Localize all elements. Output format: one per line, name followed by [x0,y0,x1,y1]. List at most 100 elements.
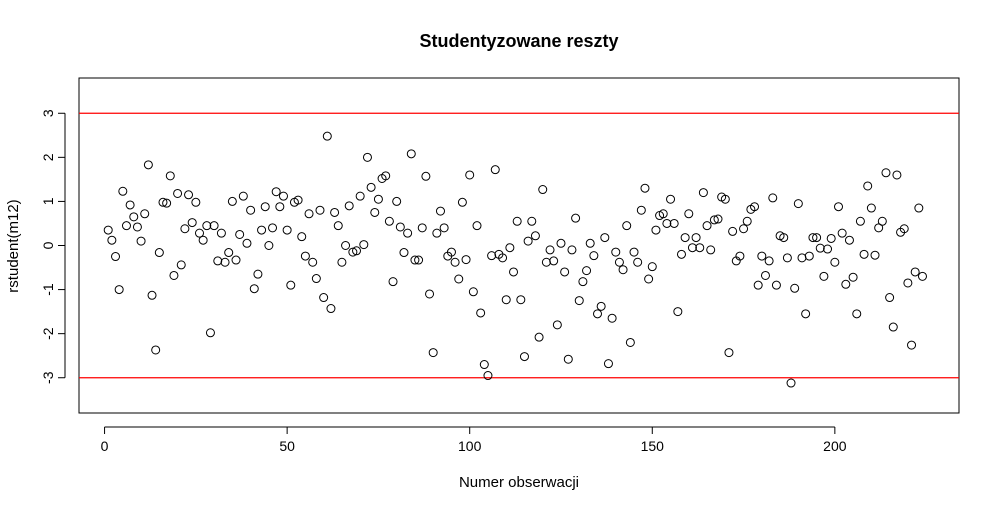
data-point [771,280,781,290]
data-point [600,233,610,243]
y-tick-label: 0 [40,241,56,249]
data-point [337,257,347,267]
data-point [370,207,380,217]
data-point [552,320,562,330]
data-point [125,200,135,210]
data-point [275,202,285,212]
data-point [768,193,778,203]
data-point [461,255,471,265]
data-point [852,309,862,319]
data-point [344,201,354,211]
data-point [399,248,409,258]
data-point [169,270,179,280]
data-point [881,168,891,178]
data-point [713,214,723,224]
data-point [187,218,197,228]
data-point [111,252,121,262]
data-point [154,248,164,258]
data-point [472,221,482,231]
data-point [702,221,712,231]
data-point [498,253,508,263]
data-point [618,265,628,275]
y-tick-label: -1 [40,283,56,296]
data-point [625,337,635,347]
data-point [523,236,533,246]
data-point [118,186,128,196]
data-point [669,218,679,228]
data-point [103,225,113,235]
data-point [804,251,814,261]
data-point [841,279,851,289]
data-point [633,257,643,267]
data-point [793,199,803,209]
data-point [658,209,668,219]
data-point [425,289,435,299]
data-point [676,249,686,259]
data-point [308,257,318,267]
data-point [556,238,566,248]
data-point [293,195,303,205]
data-point [907,340,917,350]
data-point [476,308,486,318]
data-point [173,188,183,198]
data-point [381,171,391,181]
data-point [596,301,606,311]
data-point [227,196,237,206]
data-point [589,251,599,261]
data-point [782,253,792,263]
data-point [651,225,661,235]
data-point [903,278,913,288]
data-point [490,165,500,175]
y-axis-label: rstudent(m12) [5,199,22,292]
data-point [121,221,131,231]
reference-lines [79,112,959,379]
data-point [680,233,690,243]
data-point [834,202,844,212]
data-point [435,206,445,216]
data-point [593,309,603,319]
data-point [538,185,548,195]
data-point [801,309,811,319]
data-point [505,243,515,253]
data-point [465,170,475,180]
x-axis: 0 50 100 150 200 [101,426,847,454]
data-point [322,131,332,141]
data-point [844,235,854,245]
data-point [629,247,639,257]
data-point [341,241,351,250]
data-point [644,274,654,284]
data-point [373,194,383,204]
data-point [687,243,697,253]
data-point [530,231,540,241]
data-point [403,228,413,238]
data-point [698,188,708,198]
data-point [209,221,219,231]
data-point [826,233,836,243]
data-point [728,226,738,236]
data-point [213,256,223,266]
data-point [892,170,902,180]
data-point [333,221,343,231]
data-point [271,187,281,197]
data-point [695,243,705,253]
data-point [264,241,274,250]
data-point [509,267,519,277]
data-point [516,295,526,305]
data-point [352,246,362,256]
data-point [571,213,581,223]
data-point [735,251,745,261]
data-point [300,251,310,261]
data-point [691,233,701,243]
data-point [388,277,398,287]
data-point [249,284,259,294]
data-point [519,352,529,362]
data-point [224,248,234,258]
data-point [779,233,789,243]
data-point [257,225,267,235]
data-point [231,255,241,265]
data-point [797,253,807,263]
data-point [282,225,292,235]
data-point [622,221,632,231]
data-point [899,224,909,234]
